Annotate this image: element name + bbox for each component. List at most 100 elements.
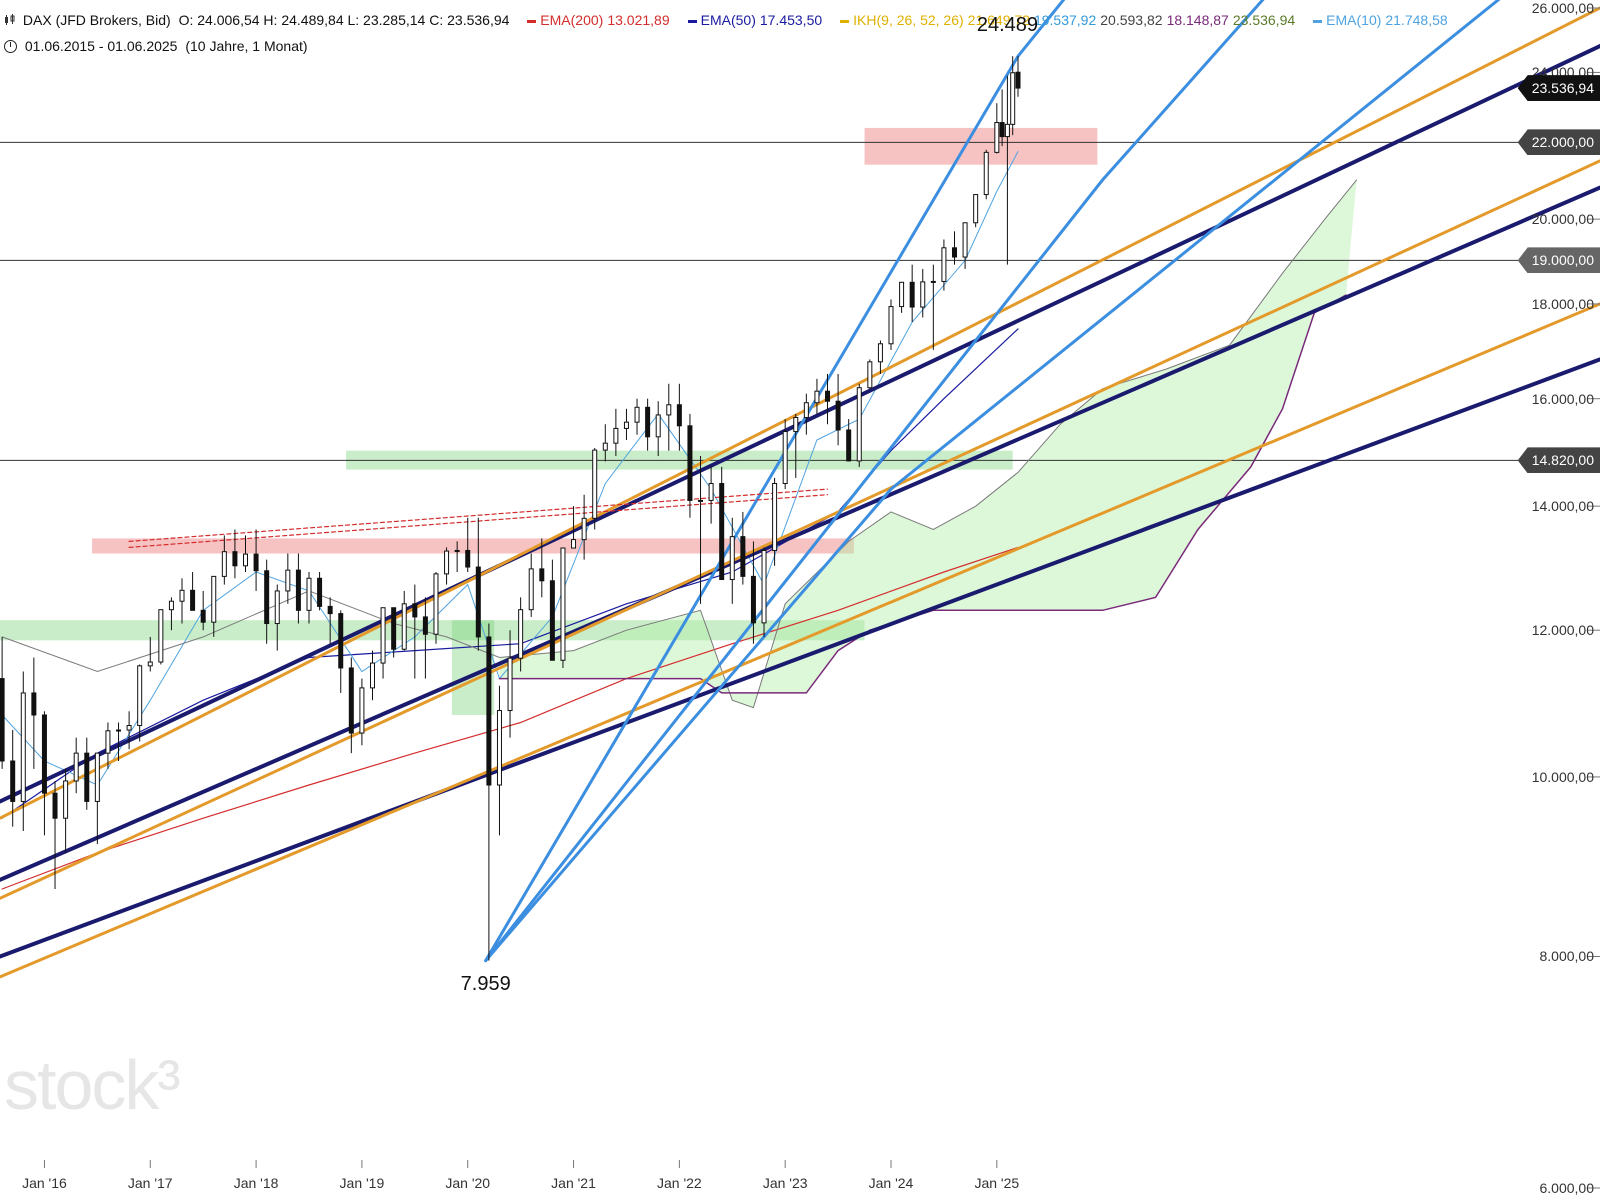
date-range-detail: (10 Jahre, 1 Monat)	[185, 38, 308, 54]
candle-body	[327, 605, 333, 615]
x-tick-label: Jan '17	[127, 1175, 173, 1191]
watermark: stock³	[4, 1046, 181, 1124]
candle-body	[782, 431, 788, 484]
candle-body	[507, 657, 513, 712]
series-line	[1, 546, 1019, 890]
candle-body	[740, 536, 746, 577]
candle-body	[814, 390, 820, 404]
candle-body	[295, 569, 301, 611]
candle-body	[1004, 123, 1010, 138]
legend-value: 17.453,50	[759, 12, 823, 28]
candle-body	[348, 667, 354, 734]
candle-body	[983, 151, 989, 196]
candle-body	[200, 609, 206, 623]
candle-body	[930, 280, 936, 283]
candle-body	[232, 551, 238, 567]
legend-indicator[interactable]: EMA(200) 13.021,89	[527, 12, 673, 28]
series-line	[0, 159, 1600, 900]
y-tick-label: 16.000,00	[1531, 390, 1594, 407]
candle-body	[126, 724, 132, 731]
price-annotation: 7.959	[460, 972, 511, 995]
legend-extra-value: 18.148,87	[1166, 12, 1229, 28]
candle-body	[623, 421, 629, 429]
legend-indicator[interactable]: EMA(50) 17.453,50	[687, 12, 827, 28]
price-annotation: 24.489	[976, 14, 1038, 37]
candle-body	[94, 752, 100, 802]
y-tick-label: 12.000,00	[1531, 622, 1594, 639]
legend-indicator[interactable]: IKH(9, 26, 52, 26) 21.649,72 19.537,92 20.5…	[840, 12, 1299, 28]
legend-name: EMA(10)	[1326, 12, 1382, 28]
candle-body	[380, 607, 386, 664]
candle-body	[560, 547, 566, 661]
y-tick-label: 18.000,00	[1531, 295, 1594, 312]
candle-body	[518, 609, 524, 659]
y-tick-label: 26.000,00	[1531, 0, 1594, 16]
legend-extra-value: 19.537,92	[1033, 12, 1097, 28]
legend-value: 13.021,89	[607, 12, 670, 28]
candle-body	[571, 539, 577, 549]
candle-body	[422, 616, 428, 635]
series-line	[498, 294, 1347, 694]
candle-body	[962, 222, 968, 258]
candle-body	[999, 122, 1005, 138]
candle-body	[221, 551, 227, 577]
x-tick-label: Jan '21	[551, 1175, 596, 1191]
ichimoku-cloud	[499, 179, 1357, 708]
candle-body	[528, 568, 534, 611]
candle-body	[179, 589, 185, 602]
candle-body	[243, 553, 249, 567]
candle-body	[687, 425, 693, 501]
candle-body	[592, 449, 598, 519]
candle-body	[994, 122, 1000, 153]
candle-body	[73, 752, 79, 782]
candle-body	[539, 568, 545, 582]
legend-name: EMA(50)	[700, 12, 756, 28]
y-tick-label: 14.000,00	[1531, 498, 1594, 515]
candle-body	[190, 589, 196, 611]
candle-body	[581, 517, 587, 541]
candle-body	[666, 404, 672, 416]
candle-body	[137, 665, 143, 726]
chart-header: DAX (JFD Brokers, Bid) O: 24.006,54 H: 2…	[4, 12, 1460, 28]
candle-body	[1010, 72, 1016, 125]
candle-body	[454, 549, 460, 552]
series-line	[0, 6, 1600, 820]
candle-body	[920, 281, 926, 308]
candle-body	[909, 281, 915, 308]
candle-body	[655, 414, 661, 438]
candle-body	[338, 613, 344, 669]
candle-body	[676, 404, 682, 427]
date-range: 01.06.2015 - 01.06.2025	[24, 38, 178, 54]
candle-body	[105, 730, 111, 754]
candle-body	[274, 590, 280, 625]
y-tick-label: 10.000,00	[1531, 768, 1594, 785]
candle-body	[761, 549, 767, 624]
candle-body	[359, 687, 365, 734]
candle-body	[634, 406, 640, 423]
candle-body	[20, 692, 26, 802]
candle-body	[729, 536, 735, 581]
candle-body	[772, 482, 778, 551]
x-tick-label: Jan '24	[868, 1175, 914, 1191]
candle-body	[465, 549, 471, 568]
candlestick-icon	[5, 14, 15, 25]
price-tag: 23.536,94	[1517, 75, 1600, 102]
legend-indicator[interactable]: EMA(10) 21.748,58	[1313, 12, 1452, 28]
legend-swatch-icon	[527, 19, 537, 23]
candle-body	[444, 550, 450, 575]
x-tick-label: Jan '23	[762, 1175, 808, 1191]
series-line	[484, 0, 1265, 963]
legend-name: EMA(200)	[540, 12, 604, 28]
x-tick-label: Jan '25	[974, 1175, 1020, 1191]
candle-body	[941, 247, 947, 282]
clock-icon	[4, 40, 17, 53]
candle-body	[52, 792, 58, 819]
candle-body	[877, 343, 883, 363]
candle-body	[168, 600, 174, 611]
series-line	[1, 328, 1019, 819]
candle-body	[116, 729, 122, 732]
candle-body	[698, 499, 704, 502]
candle-body	[147, 661, 153, 667]
candle-body	[951, 247, 957, 258]
